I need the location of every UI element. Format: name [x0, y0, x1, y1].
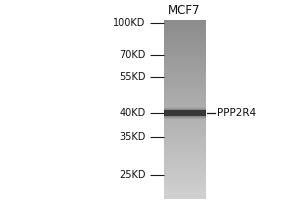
Bar	[164, 114, 206, 117]
Bar	[164, 143, 206, 146]
Bar	[164, 107, 206, 108]
Bar	[164, 130, 206, 132]
Text: PPP2R4: PPP2R4	[218, 108, 256, 118]
Bar	[164, 47, 206, 49]
Bar	[164, 188, 206, 190]
Bar	[164, 156, 206, 159]
Bar	[164, 161, 206, 164]
Bar	[164, 139, 206, 141]
Bar	[164, 192, 206, 195]
Text: 25KD: 25KD	[119, 170, 146, 180]
Bar	[164, 118, 206, 121]
Bar	[164, 80, 206, 83]
Bar	[164, 33, 206, 36]
Bar	[164, 54, 206, 56]
Bar	[164, 148, 206, 150]
Bar	[164, 116, 206, 117]
Bar	[164, 89, 206, 92]
Bar	[164, 121, 206, 123]
Bar	[164, 51, 206, 54]
Bar	[164, 177, 206, 179]
Bar	[164, 87, 206, 90]
Bar	[164, 27, 206, 29]
Bar	[164, 36, 206, 38]
Bar	[164, 141, 206, 143]
Bar	[164, 145, 206, 148]
Bar	[164, 105, 206, 108]
Bar	[164, 165, 206, 168]
Bar	[164, 159, 206, 161]
Bar	[164, 49, 206, 52]
Bar	[164, 96, 206, 99]
Bar	[164, 110, 206, 116]
Bar	[164, 123, 206, 126]
Bar	[164, 172, 206, 175]
Bar	[164, 183, 206, 186]
Text: MCF7: MCF7	[168, 3, 201, 17]
Bar	[164, 22, 206, 25]
Bar	[164, 60, 206, 63]
Bar	[164, 190, 206, 193]
Bar	[164, 63, 206, 65]
Bar	[164, 195, 206, 197]
Bar	[164, 154, 206, 157]
Bar	[164, 103, 206, 105]
Bar	[164, 181, 206, 184]
Bar	[164, 67, 206, 70]
Bar	[164, 83, 206, 85]
Bar	[164, 132, 206, 135]
Bar	[164, 38, 206, 41]
Text: 70KD: 70KD	[119, 50, 146, 60]
Bar	[164, 58, 206, 61]
Bar	[164, 152, 206, 155]
Bar	[164, 117, 206, 118]
Bar	[164, 40, 206, 43]
Bar	[164, 29, 206, 32]
Bar	[164, 42, 206, 45]
Bar	[164, 163, 206, 166]
Bar	[164, 109, 206, 110]
Bar	[164, 94, 206, 96]
Text: 40KD: 40KD	[119, 108, 146, 118]
Bar	[164, 108, 206, 109]
Text: 100KD: 100KD	[113, 18, 146, 28]
Bar	[164, 85, 206, 88]
Bar	[164, 107, 206, 110]
Bar	[164, 98, 206, 101]
Bar	[164, 74, 206, 76]
Bar	[164, 92, 206, 94]
Text: 55KD: 55KD	[119, 72, 146, 82]
Bar	[164, 179, 206, 181]
Bar	[164, 134, 206, 137]
Bar	[164, 150, 206, 152]
Bar	[164, 76, 206, 79]
Text: 35KD: 35KD	[119, 132, 146, 142]
Bar	[164, 116, 206, 119]
Bar	[164, 118, 206, 119]
Bar	[164, 197, 206, 199]
Bar	[164, 101, 206, 103]
Bar	[164, 24, 206, 27]
Bar	[164, 174, 206, 177]
Bar	[164, 56, 206, 58]
Bar	[164, 125, 206, 128]
Bar	[164, 112, 206, 114]
Bar	[164, 168, 206, 170]
Bar	[164, 110, 206, 112]
Bar	[164, 65, 206, 67]
Bar	[164, 127, 206, 130]
Bar	[164, 136, 206, 139]
Bar	[164, 69, 206, 72]
Bar	[164, 20, 206, 23]
Bar	[164, 71, 206, 74]
Bar	[164, 186, 206, 188]
Bar	[164, 78, 206, 81]
Bar	[164, 31, 206, 34]
Bar	[164, 170, 206, 173]
Bar	[164, 45, 206, 47]
